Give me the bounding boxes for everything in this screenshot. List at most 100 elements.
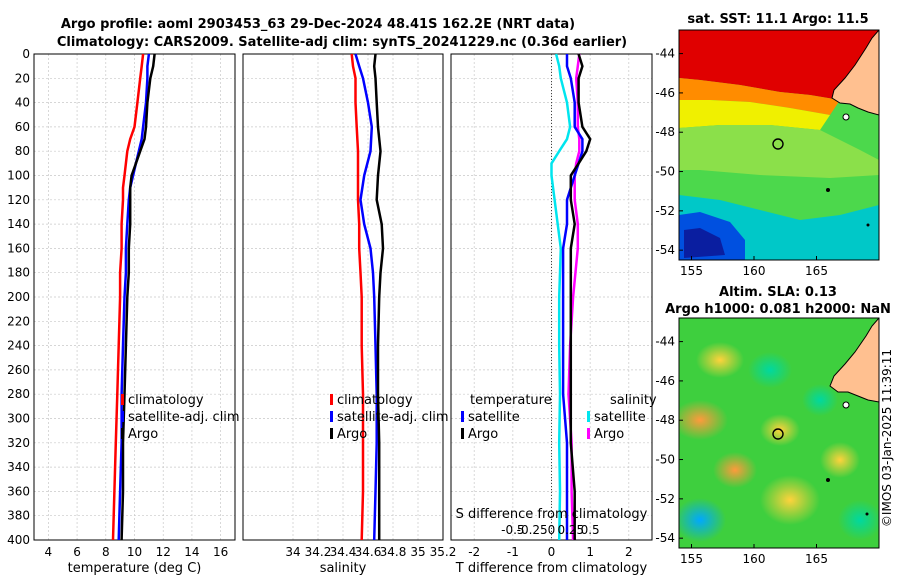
x-tick-label: 0 <box>548 545 556 559</box>
legend-label: satellite-adj. clim <box>128 410 240 425</box>
depth-tick-label: 60 <box>15 120 30 134</box>
salinity-tick-label: 0.25 <box>557 523 584 537</box>
depth-tick-label: 260 <box>7 363 30 377</box>
depth-tick-label: 280 <box>7 387 30 401</box>
x-tick-label: -2 <box>468 545 480 559</box>
sla-low-anomaly <box>748 352 792 388</box>
sla-high-anomaly <box>760 475 820 525</box>
legend-swatch <box>330 394 333 405</box>
map-lat-label: -52 <box>655 492 675 506</box>
map-lon-label: 165 <box>805 552 828 566</box>
legend-swatch <box>121 394 124 405</box>
depth-tick-label: 340 <box>7 460 30 474</box>
map-lon-label: 155 <box>680 264 703 278</box>
sst-light-green-band <box>679 125 879 178</box>
legend-swatch <box>587 428 590 439</box>
depth-tick-label: 400 <box>7 533 30 547</box>
legend-swatch <box>121 428 124 439</box>
sla-high-anomaly <box>679 400 728 440</box>
sst-small-island <box>826 188 830 192</box>
x-tick-label: 34.4 <box>330 545 357 559</box>
depth-tick-label: 100 <box>7 169 30 183</box>
map-lat-label: -52 <box>655 204 675 218</box>
sst-map <box>678 29 880 261</box>
map-lon-label: 160 <box>743 264 766 278</box>
sst-small-island-2 <box>866 223 870 227</box>
salinity-axis-label: S difference from climatology <box>456 507 648 522</box>
sla-small-island-2 <box>865 512 869 516</box>
legend-label: climatology <box>337 393 413 408</box>
depth-tick-label: 180 <box>7 266 30 280</box>
depth-tick-label: 300 <box>7 412 30 426</box>
legend-label: Argo <box>128 427 158 442</box>
depth-tick-label: 220 <box>7 314 30 328</box>
map-lat-label: -48 <box>655 413 675 427</box>
x-tick-label: 6 <box>73 545 81 559</box>
sst-island <box>842 113 850 121</box>
depth-tick-label: 160 <box>7 241 30 255</box>
sst-map-frame <box>678 29 880 261</box>
map-lon-label: 155 <box>680 552 703 566</box>
x-tick-label: 34 <box>285 545 300 559</box>
difference-panel: -2 -1 0 1 2 T difference from climatology S di… <box>450 53 657 576</box>
salinity-argo-line <box>372 53 385 540</box>
salinity-tick-label: 0 <box>548 523 556 537</box>
sla-land-mass <box>829 318 879 403</box>
x-tick-label: 12 <box>156 545 171 559</box>
salinity-tick-label: -0.5 <box>501 523 524 537</box>
sst-warm-region <box>679 30 879 100</box>
sst-argo-marker <box>772 138 784 150</box>
depth-tick-label: 20 <box>15 71 30 85</box>
depth-tick-label: 40 <box>15 96 30 110</box>
sla-low-anomaly <box>679 498 726 542</box>
legend-label: Argo <box>337 427 367 442</box>
x-axis-label: temperature (deg C) <box>68 561 202 576</box>
depth-tick-label: 200 <box>7 290 30 304</box>
legend-title-salinity: salinity <box>610 393 657 408</box>
imos-credit: ©IMOS 03-Jan-2025 11:39:11 <box>880 349 894 527</box>
x-tick-label: 1 <box>586 545 594 559</box>
x-tick-label: 8 <box>102 545 110 559</box>
sst-map-title: sat. SST: 11.1 Argo: 11.5 <box>687 12 868 27</box>
legend-swatch <box>121 411 124 422</box>
temperature-panel: 0 20 40 60 80 100 120 140 160 180 200 220 240 260 280 3… <box>7 47 240 576</box>
map-lat-label: -50 <box>655 453 675 467</box>
legend-label: satellite <box>468 410 520 425</box>
legend-swatch <box>461 411 464 422</box>
depth-tick-label: 380 <box>7 509 30 523</box>
x-axis-label: T difference from climatology <box>455 561 648 576</box>
sla-low-anomaly <box>802 384 838 416</box>
legend-label: Argo <box>468 427 498 442</box>
legend-label: climatology <box>128 393 204 408</box>
depth-tick-label: 240 <box>7 339 30 353</box>
sla-map-title-line1: Altim. SLA: 0.13 <box>719 285 837 300</box>
depth-tick-label: 320 <box>7 436 30 450</box>
map-lat-label: -48 <box>655 125 675 139</box>
plot-frame <box>242 53 444 541</box>
sla-argo-marker <box>772 428 784 440</box>
figure-title-line1: Argo profile: aoml 2903453_63 29-Dec-202… <box>61 17 575 32</box>
sla-map <box>678 317 880 549</box>
salinity-satellite-line <box>354 53 378 541</box>
sst-land-mass <box>831 30 879 116</box>
legend-swatch <box>587 411 590 422</box>
sla-axis-ticks: 155 160 165 -44 -46 -48 -50 -52 -54 <box>655 335 828 566</box>
salinity-panel: 34 34.234.434.634.8 35 35.2 salinity climatol… <box>242 53 456 576</box>
map-lon-label: 160 <box>743 552 766 566</box>
legend-label: Argo <box>594 427 624 442</box>
x-axis-label: salinity <box>320 561 367 576</box>
map-lat-label: -50 <box>655 165 675 179</box>
sla-high-anomaly <box>713 452 757 488</box>
depth-tick-label: 120 <box>7 193 30 207</box>
x-tick-label: 35 <box>410 545 425 559</box>
map-lat-label: -44 <box>655 47 675 61</box>
x-tick-label: 4 <box>45 545 53 559</box>
temperature-climatology-line <box>111 53 145 541</box>
map-lat-label: -44 <box>655 335 675 349</box>
legend-swatch <box>461 428 464 439</box>
sst-coldest-region <box>684 228 725 258</box>
map-lon-label: 165 <box>805 264 828 278</box>
legend-label: satellite-adj. clim <box>337 410 449 425</box>
sla-small-island <box>826 478 830 482</box>
